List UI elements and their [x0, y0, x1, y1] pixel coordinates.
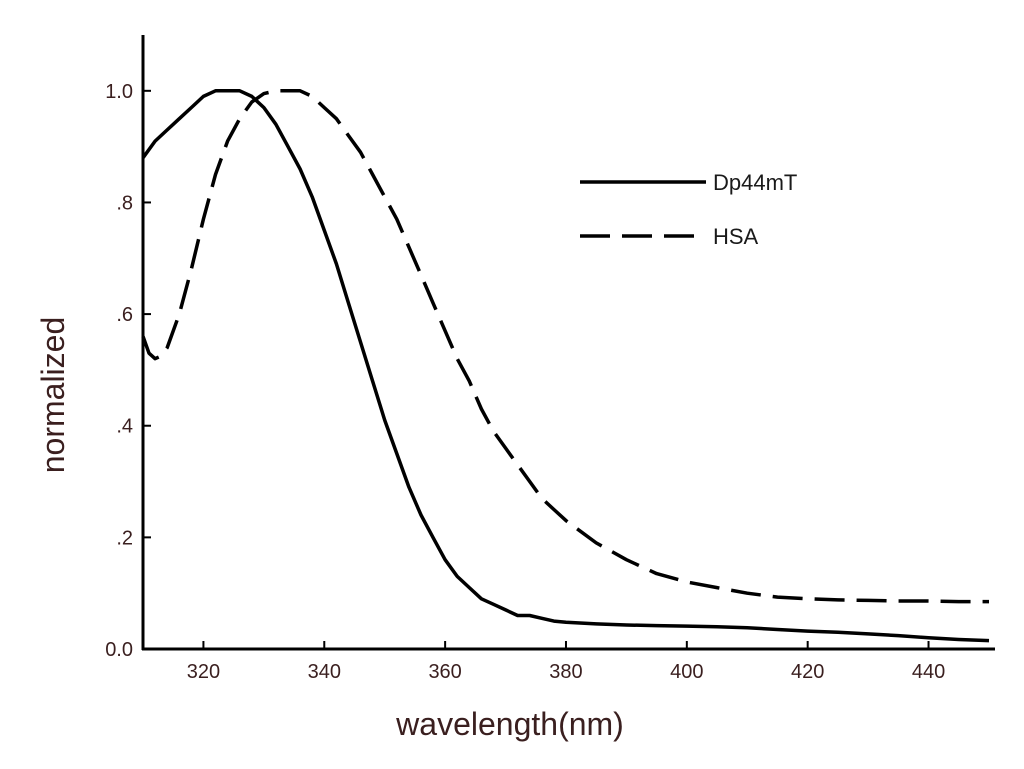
- y-tick-label: .2: [116, 527, 133, 549]
- x-tick-label: 420: [791, 661, 824, 683]
- axes-layer: [141, 35, 995, 651]
- x-tick-label: 340: [308, 661, 341, 683]
- y-tick-label: 1.0: [105, 81, 133, 103]
- legend-label-hsa: HSA: [713, 224, 759, 249]
- y-tick-label: .6: [116, 304, 133, 326]
- series-layer: [141, 89, 990, 643]
- x-tick-label: 360: [428, 661, 461, 683]
- y-tick-label: .8: [116, 192, 133, 214]
- x-axis-title: wavelength(nm): [395, 706, 624, 742]
- y-axis-title: normalized: [35, 317, 71, 474]
- legend: Dp44mT HSA: [580, 170, 797, 249]
- y-tick-label: .4: [116, 416, 133, 438]
- series-line-hsa: [141, 89, 989, 604]
- x-tick-label: 400: [670, 661, 703, 683]
- series-line-dp44mt: [141, 89, 990, 643]
- x-tick-label: 380: [549, 661, 582, 683]
- ticks-layer: 320 340 360 380 400 420 440 0.0 .2 .4 .6 .8 1.0: [105, 81, 945, 683]
- y-tick-label: 0.0: [105, 639, 133, 661]
- x-tick-label: 320: [187, 661, 220, 683]
- x-tick-label: 440: [912, 661, 945, 683]
- legend-label-dp44mt: Dp44mT: [713, 170, 797, 195]
